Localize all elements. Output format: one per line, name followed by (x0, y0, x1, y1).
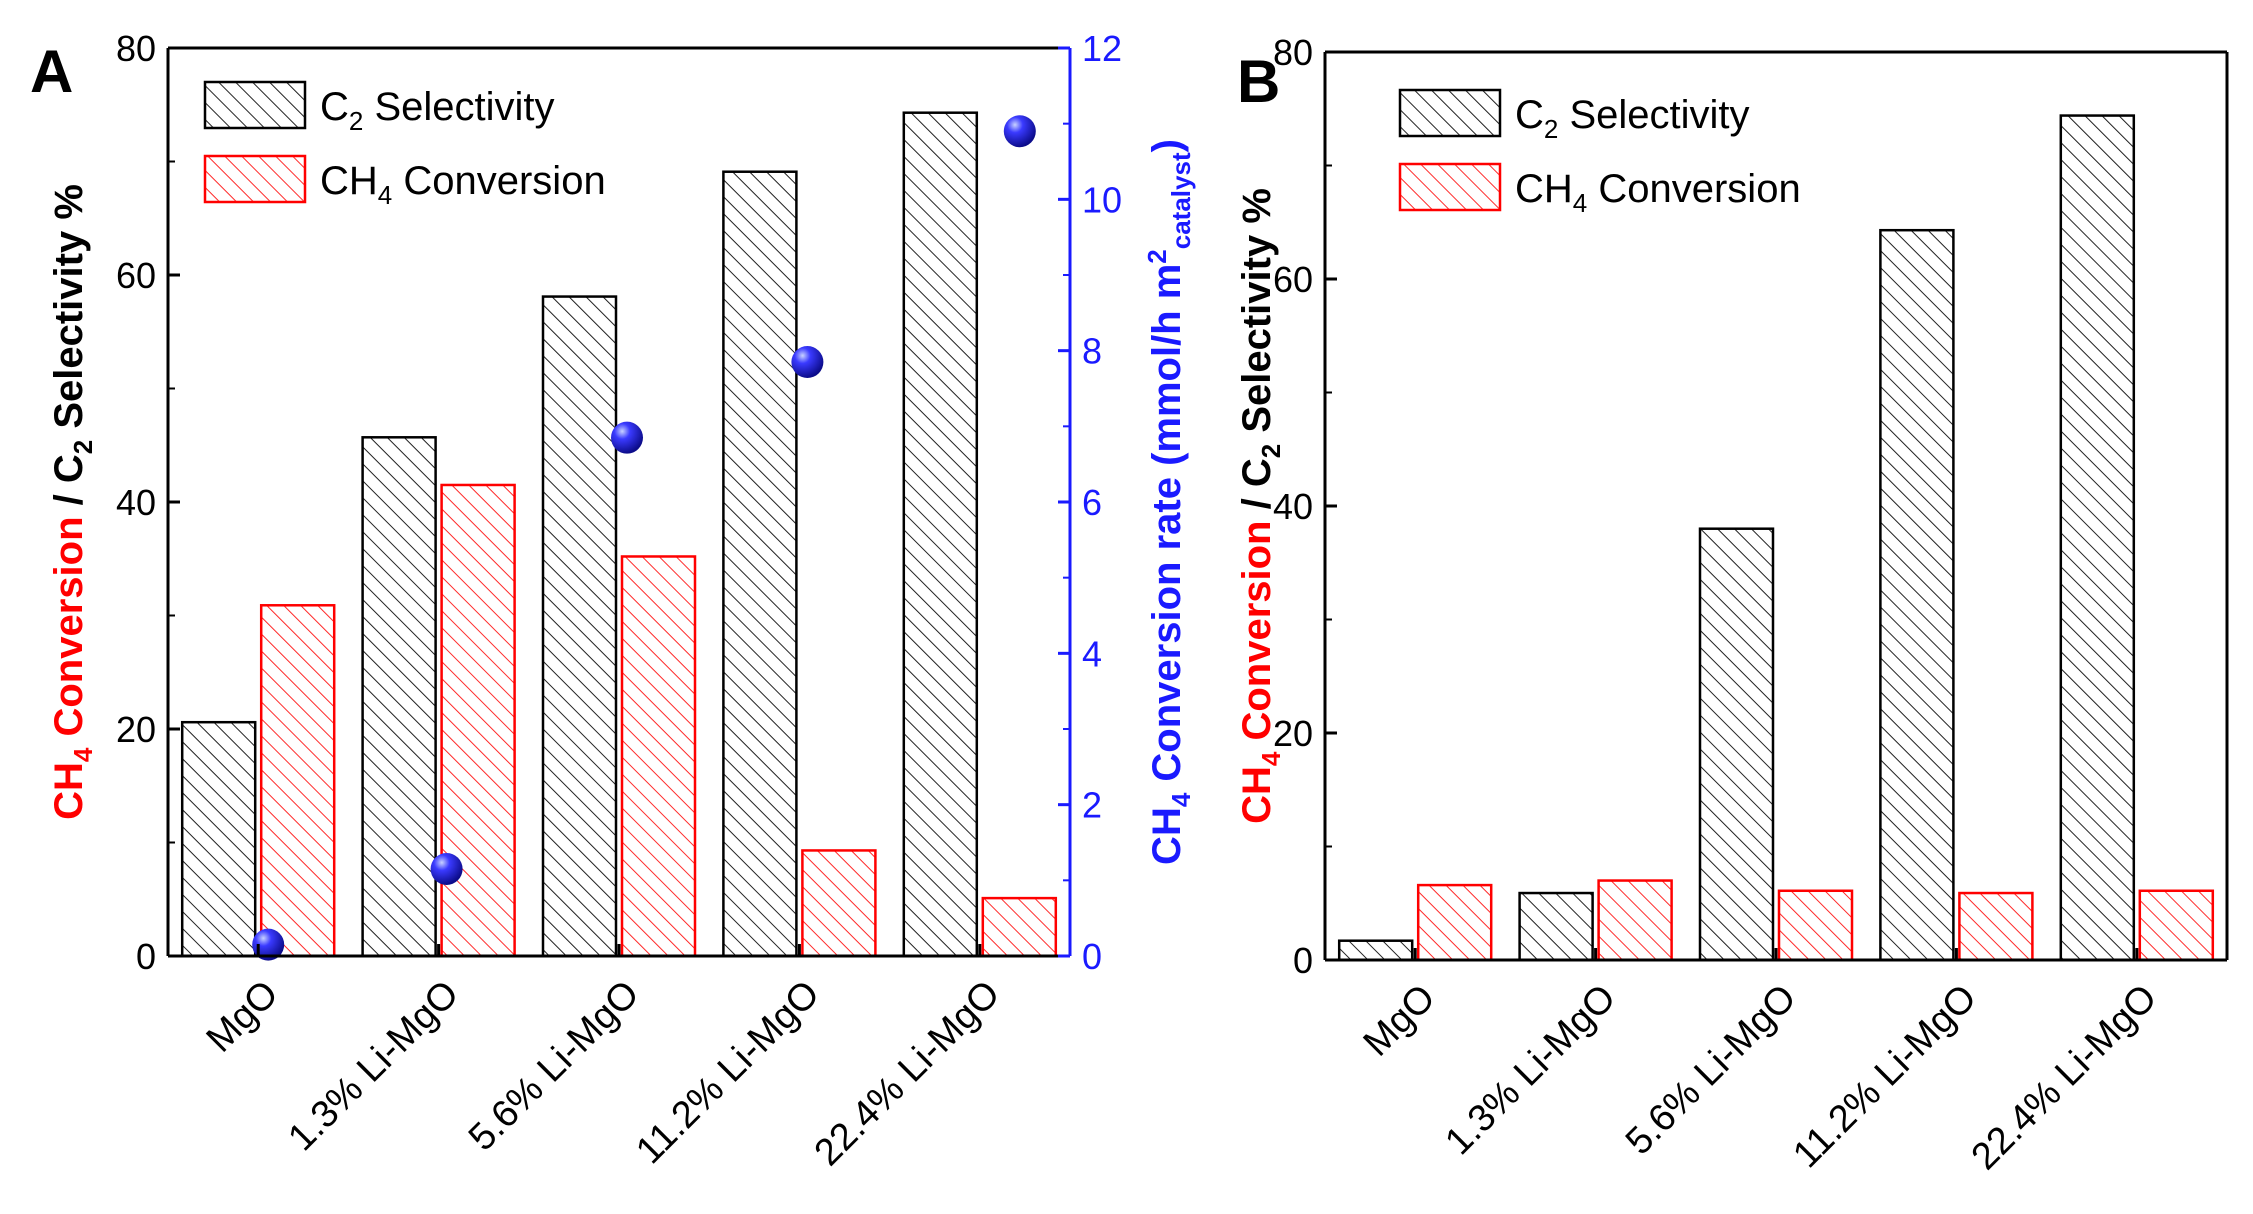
y2-tick-label: 8 (1082, 331, 1102, 372)
y-tick-label: 0 (136, 936, 156, 977)
panel-b-letter: B (1237, 48, 1280, 115)
x-category-label: 22.4% Li-MgO (1964, 977, 2165, 1178)
bar-ch4-conversion-1 (259, 604, 336, 958)
legend-swatch-c2-selectivity (1398, 88, 1502, 138)
bar-ch4-conversion-3 (1777, 889, 1854, 962)
bar-ch4-conversion-4 (1958, 891, 2034, 962)
conversion-rate-point-2 (430, 852, 463, 885)
panel-a-letter: A (30, 38, 73, 105)
bar-ch4-conversion-2 (1597, 879, 1673, 962)
legend-label-ch4-conversion: CH4 Conversion (1515, 167, 1801, 218)
bar-c2-selectivity-5 (2059, 114, 2136, 962)
y-tick-label: 0 (1293, 940, 1313, 981)
conversion-rate-point-4 (791, 346, 824, 379)
bar-ch4-conversion-2 (440, 483, 516, 958)
x-category-label: 11.2% Li-MgO (1785, 977, 1984, 1176)
y2-tick-label: 12 (1082, 28, 1122, 69)
bar-ch4-conversion-4 (801, 849, 877, 958)
bar-ch4-conversion-3 (620, 555, 697, 958)
bar-ch4-conversion-5 (981, 896, 1058, 958)
bar-c2-selectivity-4 (722, 170, 798, 958)
bar-c2-selectivity-3 (541, 295, 618, 958)
legend-swatch-c2-selectivity (203, 80, 307, 130)
bar-c2-selectivity-2 (1518, 891, 1594, 962)
y-tick-label: 60 (1273, 259, 1313, 300)
x-category-label: 5.6% Li-MgO (461, 973, 647, 1159)
bar-ch4-conversion-5 (2138, 889, 2215, 962)
conversion-rate-point-3 (611, 421, 643, 454)
y-axis-label: CH4 Conversion / C2 Selectivity % (1235, 188, 1286, 824)
x-category-label: MgO (199, 973, 287, 1061)
legend-label-ch4-conversion: CH4 Conversion (320, 159, 606, 210)
y-axis-label: CH4 Conversion / C2 Selectivity % (47, 184, 98, 820)
legend-swatch-ch4-conversion (203, 154, 307, 204)
legend-label-c2-selectivity: C2 Selectivity (320, 85, 555, 136)
conversion-rate-point-1 (252, 928, 285, 961)
bar-c2-selectivity-5 (902, 111, 979, 958)
legend-swatch-ch4-conversion (1398, 162, 1502, 212)
y-tick-label: 20 (116, 709, 156, 750)
bar-ch4-conversion-1 (1416, 883, 1493, 962)
bar-c2-selectivity-1 (180, 720, 257, 958)
conversion-rate-point-5 (1003, 115, 1036, 148)
x-category-label: 1.3% Li-MgO (1437, 977, 1623, 1163)
legend-label-c2-selectivity: C2 Selectivity (1515, 93, 1750, 144)
x-category-label: 22.4% Li-MgO (807, 973, 1008, 1174)
y2-tick-label: 0 (1082, 936, 1102, 977)
x-category-label: MgO (1356, 977, 1444, 1065)
y2-axis-label: CH4 Conversion rate (mmol/h m2catalyst) (1142, 139, 1196, 865)
bar-c2-selectivity-3 (1698, 527, 1775, 962)
x-category-label: 5.6% Li-MgO (1618, 977, 1804, 1163)
y2-tick-label: 6 (1082, 482, 1102, 523)
y-tick-label: 40 (1273, 486, 1313, 527)
y-tick-label: 80 (116, 28, 156, 69)
y2-tick-label: 4 (1082, 633, 1102, 674)
bar-c2-selectivity-2 (361, 436, 437, 958)
x-category-label: 1.3% Li-MgO (280, 973, 466, 1159)
bar-c2-selectivity-4 (1879, 228, 1955, 962)
bar-c2-selectivity-1 (1337, 939, 1414, 962)
y2-tick-label: 2 (1082, 785, 1102, 826)
y-tick-label: 60 (116, 255, 156, 296)
y-tick-label: 20 (1273, 713, 1313, 754)
y-tick-label: 80 (1273, 32, 1313, 73)
y2-tick-label: 10 (1082, 179, 1122, 220)
x-category-label: 11.2% Li-MgO (628, 973, 827, 1172)
y-tick-label: 40 (116, 482, 156, 523)
